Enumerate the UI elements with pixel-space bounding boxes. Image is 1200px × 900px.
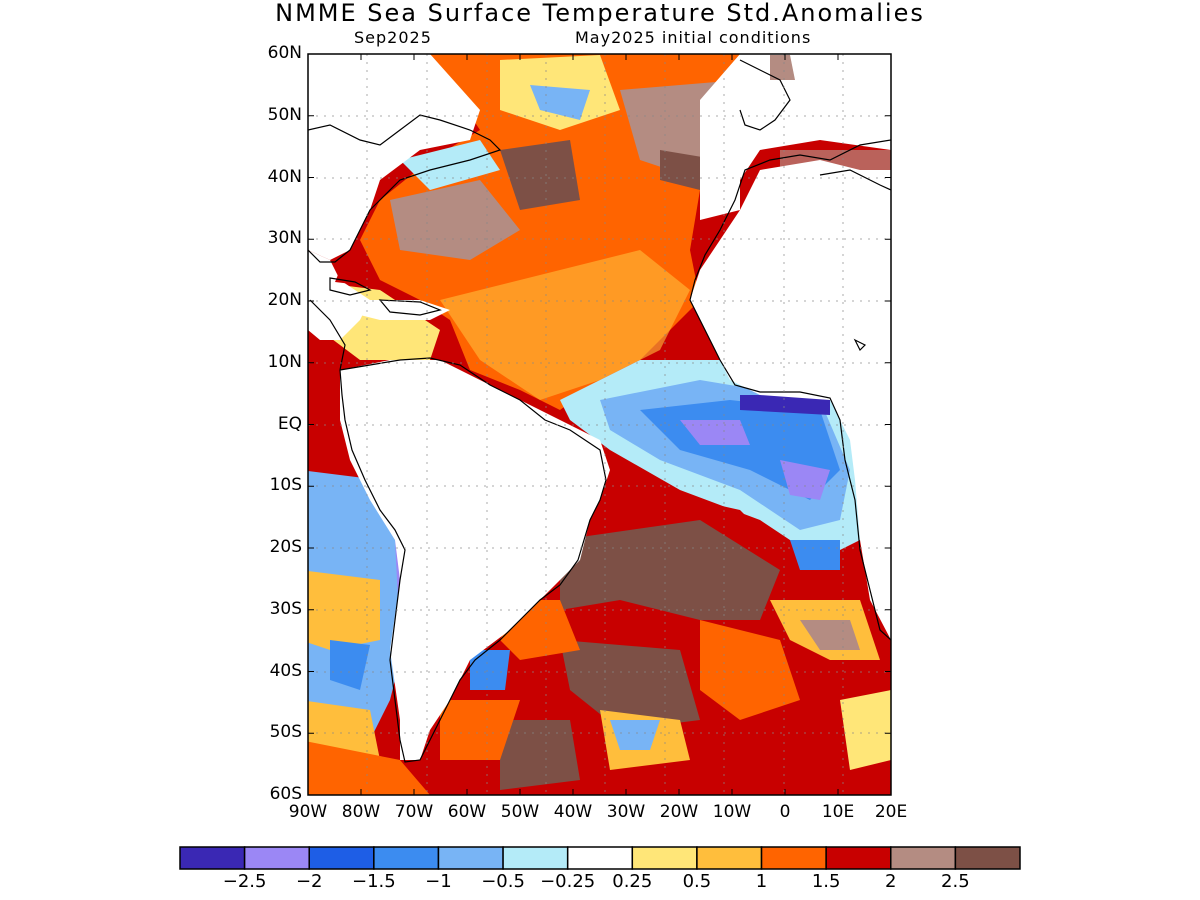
lon-label: 40W [553, 802, 593, 822]
colorbar-swatch [954, 846, 1021, 870]
colorbar-swatch [566, 846, 634, 870]
lat-label: 30N [267, 228, 302, 249]
colorbar-swatch [243, 846, 310, 870]
colorbar-label: 1.5 [811, 871, 841, 892]
lat-label: 10N [267, 351, 302, 372]
colorbar-label: 0.25 [612, 871, 653, 892]
colorbar-swatch [373, 846, 440, 870]
colorbar-label: −2.5 [222, 871, 267, 892]
colorbar-swatch [308, 846, 375, 870]
lat-label: 10S [269, 475, 302, 496]
colorbar-label: 2.5 [941, 871, 970, 892]
lat-label: 60N [267, 43, 302, 63]
colorbar-label: 1 [755, 871, 768, 892]
colorbar-swatch [825, 846, 892, 870]
colorbar-swatch [890, 846, 957, 870]
colorbar-label: −0.25 [540, 871, 596, 892]
lon-label: 0 [779, 802, 791, 822]
lat-label: 30S [269, 598, 302, 619]
colorbar-label: 2 [885, 871, 897, 892]
colorbar-label: −0.5 [481, 871, 525, 892]
lon-label: 90W [288, 802, 328, 822]
lon-label: 20E [874, 802, 908, 822]
lat-label: 60S [269, 784, 302, 804]
initial-conditions: May2025 initial conditions [575, 28, 812, 47]
lat-label: 20S [269, 537, 302, 557]
colorbar-swatch [179, 846, 246, 870]
lon-label: 50W [500, 802, 540, 822]
colorbar-label: −1 [425, 871, 452, 892]
lat-label: 40S [269, 660, 302, 681]
colorbar-swatch [502, 846, 569, 870]
anomaly-field [308, 54, 891, 795]
lon-label: 80W [341, 802, 381, 822]
colorbar-label: −1.5 [351, 871, 396, 892]
colorbar-label: 0.5 [682, 871, 712, 892]
map-title: NMME Sea Surface Temperature Std.Anomali… [275, 0, 925, 27]
lon-label: 20W [659, 802, 699, 822]
lon-label: 70W [394, 802, 434, 822]
colorbar-swatch [696, 846, 763, 870]
lat-label: 50N [267, 104, 302, 125]
colorbar-label: −2 [295, 871, 323, 892]
lon-label: 30W [606, 802, 646, 822]
colorbar-swatch [437, 846, 504, 870]
lat-label: 50S [269, 722, 302, 743]
lon-label: 10E [821, 802, 855, 822]
colorbar-swatch [631, 846, 698, 870]
colorbar [179, 846, 1021, 870]
lat-label: EQ [277, 413, 302, 434]
colorbar-swatch [760, 846, 827, 870]
valid-month: Sep2025 [354, 28, 432, 47]
lat-label: 40N [267, 166, 302, 187]
lat-label: 20N [267, 290, 302, 310]
lon-label: 10W [712, 802, 752, 822]
lon-label: 60W [447, 802, 487, 822]
